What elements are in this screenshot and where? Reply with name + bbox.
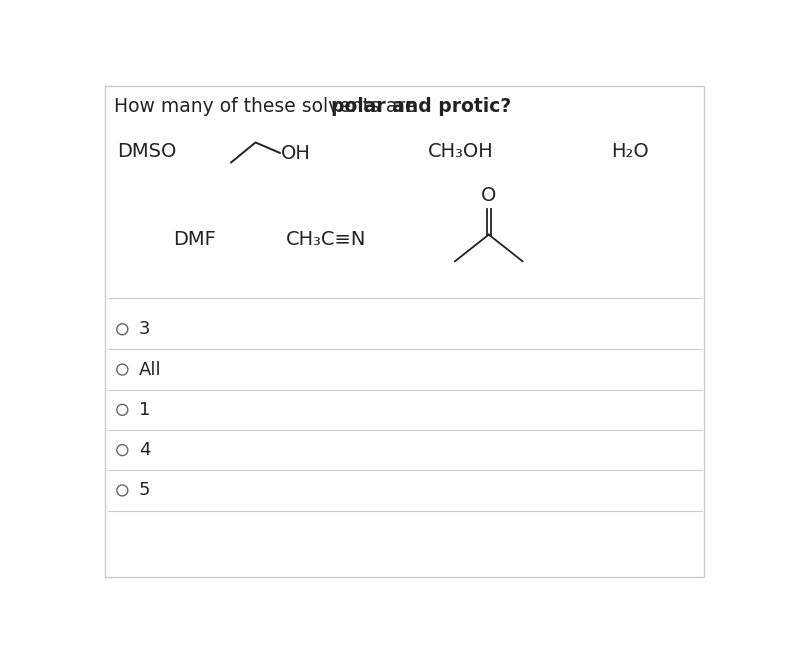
Ellipse shape [116, 485, 128, 496]
Text: O: O [481, 186, 497, 205]
Ellipse shape [116, 404, 128, 415]
FancyBboxPatch shape [105, 86, 703, 577]
Ellipse shape [116, 324, 128, 335]
Text: polar and protic?: polar and protic? [331, 97, 512, 116]
Text: How many of these solvents are: How many of these solvents are [114, 97, 423, 116]
Ellipse shape [116, 445, 128, 456]
Text: OH: OH [280, 143, 310, 162]
Text: 3: 3 [139, 320, 150, 338]
Ellipse shape [116, 364, 128, 375]
Text: CH₃C≡N: CH₃C≡N [286, 230, 367, 249]
Text: H₂O: H₂O [611, 142, 649, 161]
Text: All: All [139, 360, 162, 379]
Text: 5: 5 [139, 481, 150, 500]
Text: DMF: DMF [173, 230, 215, 249]
Text: DMSO: DMSO [117, 142, 177, 161]
Text: 4: 4 [139, 441, 150, 459]
Text: 1: 1 [139, 401, 150, 419]
Text: CH₃OH: CH₃OH [428, 142, 493, 161]
